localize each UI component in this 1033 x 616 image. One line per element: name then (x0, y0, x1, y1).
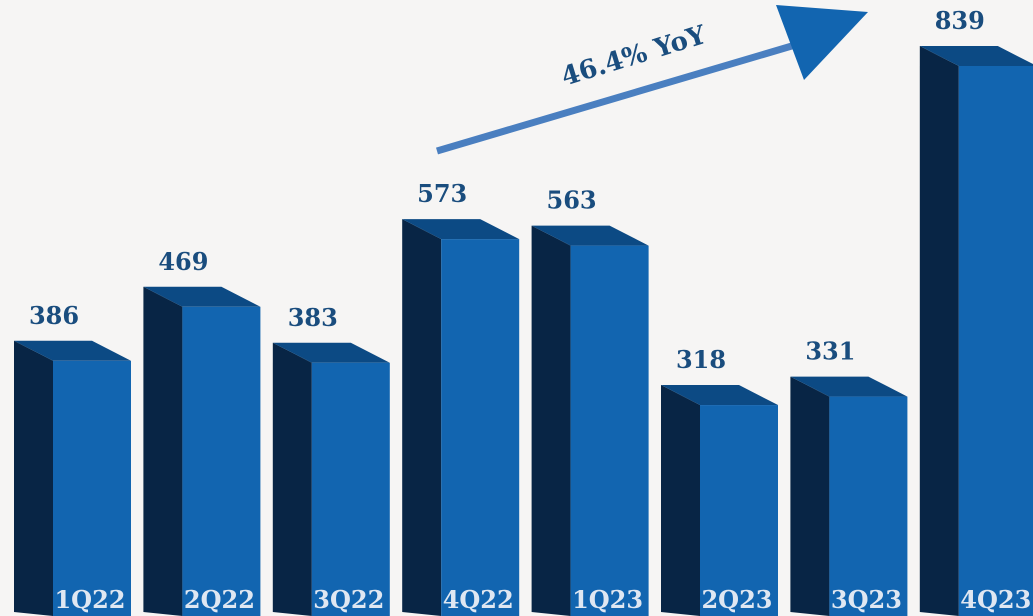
bars-group: 386 1Q22 469 2Q22 383 3Q22 573 4Q22 563 1Q23 318 2Q… (14, 6, 1033, 616)
category-label: 1Q22 (54, 585, 125, 614)
category-label: 3Q23 (831, 585, 902, 614)
bar-2q23: 318 2Q23 (661, 345, 778, 616)
bar-front (311, 362, 390, 616)
category-label: 4Q23 (960, 585, 1031, 614)
yoy-annotation-text: 46.4% YoY (558, 20, 710, 92)
bar-2q22: 469 2Q22 (143, 247, 261, 616)
data-label: 839 (935, 6, 985, 35)
data-label: 573 (417, 179, 467, 208)
bar-4q22: 573 4Q22 (402, 179, 520, 616)
data-label: 469 (158, 247, 208, 276)
bar-top (14, 340, 131, 361)
bar-front (829, 396, 908, 616)
bar-front (958, 66, 1033, 616)
bar-side (790, 376, 830, 616)
yoy-arrow-shaft (436, 36, 813, 155)
yoy-annotation: 46.4% YoY (436, 5, 868, 155)
data-label: 563 (547, 186, 597, 215)
bar-side (272, 342, 312, 616)
bar-front (441, 239, 520, 616)
data-label: 386 (29, 301, 79, 330)
bar-top (661, 385, 778, 406)
bar-top (531, 225, 649, 246)
bar-3q23: 331 3Q23 (790, 337, 908, 616)
bar-top (919, 46, 1033, 66)
bar-side (919, 46, 959, 616)
bar-front (570, 245, 649, 616)
category-label: 2Q22 (184, 585, 255, 614)
category-label: 1Q23 (572, 585, 643, 614)
bar-side (402, 219, 442, 616)
category-label: 4Q22 (443, 585, 514, 614)
category-label: 3Q22 (313, 585, 384, 614)
bar-top (143, 286, 261, 307)
bar-front (700, 405, 778, 616)
data-label: 331 (805, 337, 855, 366)
bar-side (661, 385, 700, 616)
data-label: 383 (288, 303, 338, 332)
bar-1q22: 386 1Q22 (14, 301, 131, 616)
bar-3q22: 383 3Q22 (272, 303, 390, 616)
bar-side (143, 286, 183, 616)
bar-top (790, 376, 908, 397)
bar-front (182, 306, 261, 616)
bar-top (402, 219, 520, 240)
bar-side (531, 225, 571, 616)
bar-side (14, 340, 53, 616)
bar-top (272, 342, 390, 363)
bar-1q23: 563 1Q23 (531, 186, 649, 616)
bar-front (53, 360, 131, 616)
category-label: 2Q23 (701, 585, 772, 614)
yoy-arrow-head (776, 5, 868, 80)
data-label: 318 (676, 345, 726, 374)
bar-4q23: 839 4Q23 (919, 6, 1033, 616)
